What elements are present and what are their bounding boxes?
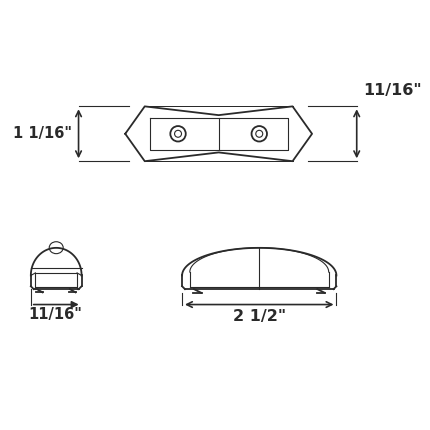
Text: 11/16": 11/16" xyxy=(363,83,421,98)
Text: 11/16": 11/16" xyxy=(29,307,83,322)
Text: 1 1/16": 1 1/16" xyxy=(13,126,73,141)
Text: 2 1/2": 2 1/2" xyxy=(233,310,286,324)
